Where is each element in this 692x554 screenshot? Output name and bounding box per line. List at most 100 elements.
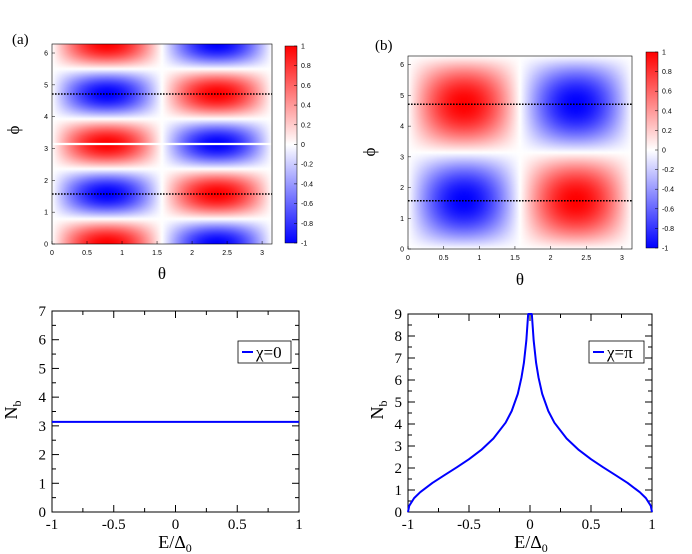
line-a-ytick-label: 0 <box>39 505 47 521</box>
line-a-ytick-label: 3 <box>39 419 47 435</box>
line-b-ytick-label: 2 <box>395 461 403 477</box>
line-a-ylabel-main: N <box>1 407 21 420</box>
heatmap-b-xtick-label: 1.5 <box>510 255 520 262</box>
colorbar-b-tick-label: -0.6 <box>662 206 674 213</box>
colorbar-b-tick-label: 0.8 <box>662 69 672 76</box>
line-a-ytick-label: 2 <box>39 448 47 464</box>
heatmap-b-ytick-label: 6 <box>400 62 404 69</box>
heatmap-a-xtick-label: 0 <box>50 250 54 257</box>
line-b-ylabel-main: N <box>367 407 387 420</box>
heatmap-b-ylabel: ϕ <box>360 147 379 156</box>
colorbar-a-tick-label: -0.4 <box>301 181 313 188</box>
line-a-ylabel: Nb <box>1 401 24 420</box>
line-a-xtick-label: -1 <box>46 517 59 533</box>
heatmap-b-image <box>408 56 632 249</box>
line-b-series-0 <box>407 313 653 513</box>
heatmap-b-ytick-label: 3 <box>400 154 404 161</box>
legend-a-box <box>237 340 292 364</box>
line-b-xtick-label: 0 <box>526 517 534 533</box>
heatmap-a-ylabel: ϕ <box>4 125 23 134</box>
line-b-ytick-label: 4 <box>395 417 403 433</box>
line-b-xtick-label: -0.5 <box>457 517 481 533</box>
heatmap-a-xtick-label: 3 <box>260 250 264 257</box>
heatmap-a-ytick-label: 4 <box>44 114 48 121</box>
colorbar-a-tick-label: -0.2 <box>301 162 313 169</box>
heatmap-a-xtick-label: 2.5 <box>222 250 232 257</box>
heatmap-b-ytick-label: 5 <box>400 93 404 100</box>
line-a-ylabel-sub: b <box>10 401 24 407</box>
heatmap-b-xtick-label: 0 <box>406 255 410 262</box>
colorbar-b-tick-label: 0.6 <box>662 89 672 96</box>
heatmap-a-xtick-label: 2 <box>190 250 194 257</box>
heatmap-b-xtick-label: 3 <box>620 255 624 262</box>
line-a-ytick-label: 4 <box>39 390 47 406</box>
heatmap-a-ytick-label: 2 <box>44 178 48 185</box>
heatmap-a-ytick-label: 1 <box>44 210 48 217</box>
heatmap-b-frame <box>407 55 633 250</box>
line-a-xlabel: E/Δ0 <box>158 532 192 554</box>
panel-label-b: (b) <box>375 38 393 54</box>
line-b-ytick-label: 6 <box>395 373 403 389</box>
line-a-xtick-label: 0 <box>172 517 180 533</box>
heatmap-a-ytick-label: 3 <box>44 146 48 153</box>
line-b-ytick-label: 7 <box>395 351 403 367</box>
heatmap-b-ytick-label: 4 <box>400 124 404 131</box>
line-a-xlabel-sub: 0 <box>186 541 192 554</box>
heatmap-a: 0 0.5 1 1.5 2 2.5 3 0 1 2 3 4 5 6 θ ϕ 1 0.8 0.6 0.4 0.2 0… <box>4 44 313 284</box>
line-b-ytick-label: 3 <box>395 439 403 455</box>
line-a-xlabel-main: E/Δ <box>158 532 186 552</box>
line-a-ytick-label: 1 <box>39 476 47 492</box>
line-a-ytick-label: 7 <box>39 304 47 320</box>
legend-a-label: χ=0 <box>255 343 282 362</box>
heatmap-a-xtick-label: 1 <box>120 250 124 257</box>
heatmap-a-xtick-label: 1.5 <box>152 250 162 257</box>
heatmap-b-xtick-label: 2 <box>549 255 553 262</box>
line-b-ylabel-sub: b <box>376 401 390 407</box>
heatmap-b-xlabel: θ <box>516 270 524 289</box>
heatmap-a-ytick-label: 5 <box>44 82 48 89</box>
heatmap-a-xlabel: θ <box>158 264 166 283</box>
heatmap-b-xtick-label: 1 <box>477 255 481 262</box>
line-a-ytick-label: 6 <box>39 333 47 349</box>
colorbar-b-tick-label: 0.4 <box>662 108 672 115</box>
heatmap-b-xtick-label: 2.5 <box>581 255 591 262</box>
colorbar-b-tick-label: 0.2 <box>662 128 672 135</box>
colorbar-b-tick-label: 0 <box>662 148 666 155</box>
colorbar-b-tick-label: -0.4 <box>662 187 674 194</box>
colorbar-b-tick-label: -1 <box>662 246 668 253</box>
line-b-ytick-label: 1 <box>395 483 403 499</box>
colorbar-a-tick-label: -0.8 <box>301 221 313 228</box>
colorbar-a-tick-label: -0.6 <box>301 201 313 208</box>
legend-b-box <box>588 340 645 364</box>
colorbar-a-tick-label: 1 <box>301 44 305 51</box>
legend-b-label: χ=π <box>606 343 633 362</box>
line-b-ytick-label: 0 <box>395 505 403 521</box>
heatmap-b-ytick-label: 0 <box>400 247 404 254</box>
line-b-ytick-label: 8 <box>395 329 403 345</box>
line-a-ytick-label: 5 <box>39 361 47 377</box>
heatmap-a-ytick-label: 0 <box>44 242 48 249</box>
line-b-ytick-label: 9 <box>395 307 403 323</box>
colorbar-a-tick-label: 0.6 <box>301 83 311 90</box>
heatmap-b-ytick-label: 2 <box>400 185 404 192</box>
line-b-xlabel: E/Δ0 <box>514 532 548 554</box>
heatmap-a-ytick-label: 6 <box>44 51 48 58</box>
colorbar-a-tick-label: 0.4 <box>301 103 311 110</box>
heatmap-b: 0 0.5 1 1.5 2 2.5 3 0 1 2 3 4 5 6 θ ϕ 1 0.8 0.6 0.4 0.2 0… <box>360 50 674 290</box>
line-a-xtick-label: 0.5 <box>228 517 247 533</box>
panel-label-a: (a) <box>12 32 29 48</box>
line-b-xtick-label: -1 <box>402 517 415 533</box>
colorbar-a-tick-label: -1 <box>301 241 307 248</box>
line-b-xtick-label: 0.5 <box>582 517 601 533</box>
colorbar-a-tick-label: 0.2 <box>301 122 311 129</box>
line-b-xlabel-sub: 0 <box>542 541 548 554</box>
colorbar-b-tick-label: -0.2 <box>662 167 674 174</box>
legend-a: χ=0 <box>237 340 292 364</box>
line-b-xtick-label: 1 <box>648 517 656 533</box>
line-b-xlabel-main: E/Δ <box>514 532 542 552</box>
heatmap-b-xtick-label: 0.5 <box>439 255 449 262</box>
heatmap-a-frame <box>51 43 273 245</box>
line-b-ytick-label: 5 <box>395 395 403 411</box>
